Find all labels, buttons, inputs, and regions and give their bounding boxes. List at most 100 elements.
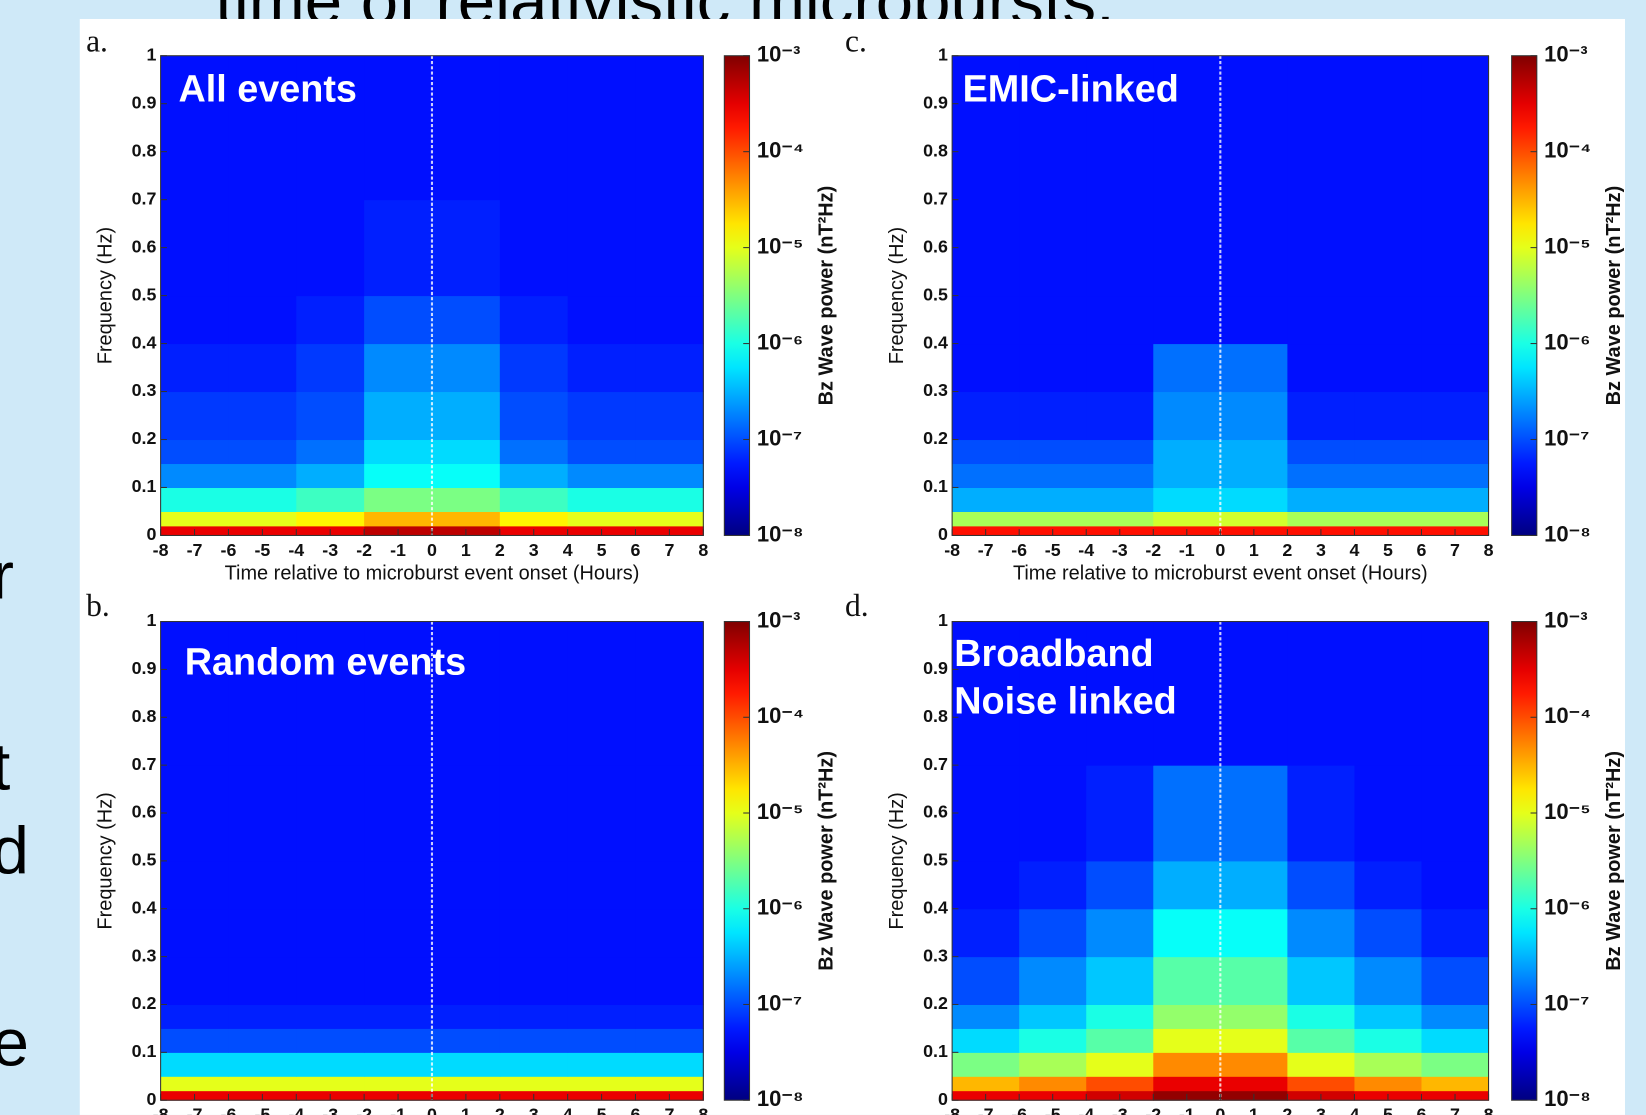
heatmap-cell <box>1019 621 1087 766</box>
y-tick-label: 0 <box>938 524 948 544</box>
heatmap-cell <box>364 1028 433 1053</box>
heatmap-cell <box>431 1004 501 1029</box>
x-tick-label: -2 <box>1145 540 1161 560</box>
heatmap-cell <box>567 860 637 910</box>
heatmap-cell <box>160 1076 229 1092</box>
x-tick-label: -7 <box>187 540 203 560</box>
text-fragment: r <box>0 538 14 613</box>
heatmap-cell <box>1354 295 1423 345</box>
heatmap-cell <box>499 765 569 862</box>
y-tick-label: 0.5 <box>132 284 157 304</box>
heatmap-cell <box>567 487 637 512</box>
x-tick-label: 4 <box>1349 1105 1359 1115</box>
heatmap-cell <box>1086 956 1154 1006</box>
heatmap-cell <box>1287 860 1355 910</box>
heatmap-cell <box>1086 1076 1154 1092</box>
y-tick-label: 0.9 <box>923 92 948 112</box>
heatmap-cell <box>567 439 637 465</box>
x-tick-label: -4 <box>1078 1105 1094 1115</box>
heatmap-cell <box>635 1004 704 1029</box>
heatmap-cell <box>1421 463 1490 489</box>
heatmap-cell <box>499 956 569 1006</box>
heatmap-cell <box>431 621 501 766</box>
colorbar <box>723 621 751 1101</box>
heatmap-cell <box>1086 487 1154 512</box>
heatmap-cell <box>1220 1052 1288 1077</box>
heatmap-cell <box>228 295 297 345</box>
panel-label: a. <box>86 23 108 58</box>
heatmap-cell <box>431 511 501 527</box>
heatmap-cell <box>296 487 365 512</box>
heatmap-cell <box>1287 55 1355 201</box>
colorbar <box>723 55 751 536</box>
heatmap-cell <box>1421 1076 1490 1092</box>
colorbar-tick-label: 10⁻³ <box>1544 607 1587 632</box>
x-tick-label: 0 <box>427 540 437 560</box>
annotation: EMIC-linked <box>963 68 1179 110</box>
heatmap-cell <box>952 511 1020 527</box>
heatmap-cell <box>499 487 569 512</box>
heatmap-cell <box>1019 295 1087 345</box>
heatmap-cell <box>499 463 569 489</box>
x-tick-label: 7 <box>1450 1105 1460 1115</box>
heatmap-cell <box>567 1076 637 1092</box>
x-tick-label: -5 <box>254 540 270 560</box>
text-fragment: d <box>0 813 29 888</box>
heatmap-cell <box>1354 1052 1423 1077</box>
y-tick-label: 0.9 <box>132 658 157 678</box>
heatmap-cell <box>1354 908 1423 958</box>
y-tick-label: 0.6 <box>132 236 157 256</box>
x-tick-label: -1 <box>390 1105 406 1115</box>
heatmap-cell <box>1287 511 1355 527</box>
heatmap-cell <box>499 55 569 201</box>
heatmap-cell <box>160 860 229 910</box>
heatmap-cell <box>160 908 229 958</box>
heatmap-cell <box>1220 391 1288 441</box>
y-tick-label: 0.3 <box>923 380 948 400</box>
heatmap-cell <box>364 860 433 910</box>
heatmap-cell <box>1421 1004 1490 1029</box>
heatmap-cell <box>499 511 569 527</box>
x-tick-label: -3 <box>1112 540 1128 560</box>
x-tick-label: 5 <box>597 1105 607 1115</box>
heatmap-cell <box>431 908 501 958</box>
x-tick-label: -7 <box>978 540 994 560</box>
heatmap-cell <box>635 860 704 910</box>
heatmap-cell <box>1086 391 1154 441</box>
heatmap-cell <box>1421 343 1490 393</box>
x-tick-label: 7 <box>664 540 674 560</box>
heatmap-cell <box>1287 463 1355 489</box>
heatmap-cell <box>160 1028 229 1053</box>
heatmap-cell <box>1019 1028 1087 1053</box>
heatmap-cell <box>1220 956 1288 1006</box>
heatmap-cell <box>1354 439 1423 465</box>
heatmap-cell <box>431 860 501 910</box>
heatmap-cell <box>1019 956 1087 1006</box>
heatmap-cell <box>431 439 501 465</box>
heatmap-cell <box>364 1004 433 1029</box>
heatmap-cell <box>364 55 433 201</box>
heatmap-cell <box>635 343 704 393</box>
colorbar-tick-label: 10⁻⁶ <box>1544 895 1590 920</box>
heatmap-cell <box>1220 1028 1288 1053</box>
text-fragment: e <box>0 1005 29 1080</box>
heatmap-cell <box>1220 439 1288 465</box>
heatmap-cell <box>1153 1004 1221 1029</box>
y-tick-label: 0.6 <box>132 802 157 822</box>
heatmap-cell <box>1287 956 1355 1006</box>
y-tick-label: 0.8 <box>132 140 157 160</box>
heatmap-cell <box>431 463 501 489</box>
y-tick-label: 0 <box>938 1089 948 1109</box>
heatmap-cell <box>364 463 433 489</box>
y-tick-label: 0.8 <box>923 140 948 160</box>
heatmap-cell <box>296 908 365 958</box>
heatmap-cell <box>499 391 569 441</box>
heatmap-cell <box>1354 1028 1423 1053</box>
heatmap-cell <box>952 1076 1020 1092</box>
heatmap-cell <box>1019 439 1087 465</box>
heatmap-cell <box>1354 343 1423 393</box>
heatmap-cell <box>228 765 297 862</box>
heatmap-cell <box>228 487 297 512</box>
heatmap-cell <box>1287 487 1355 512</box>
